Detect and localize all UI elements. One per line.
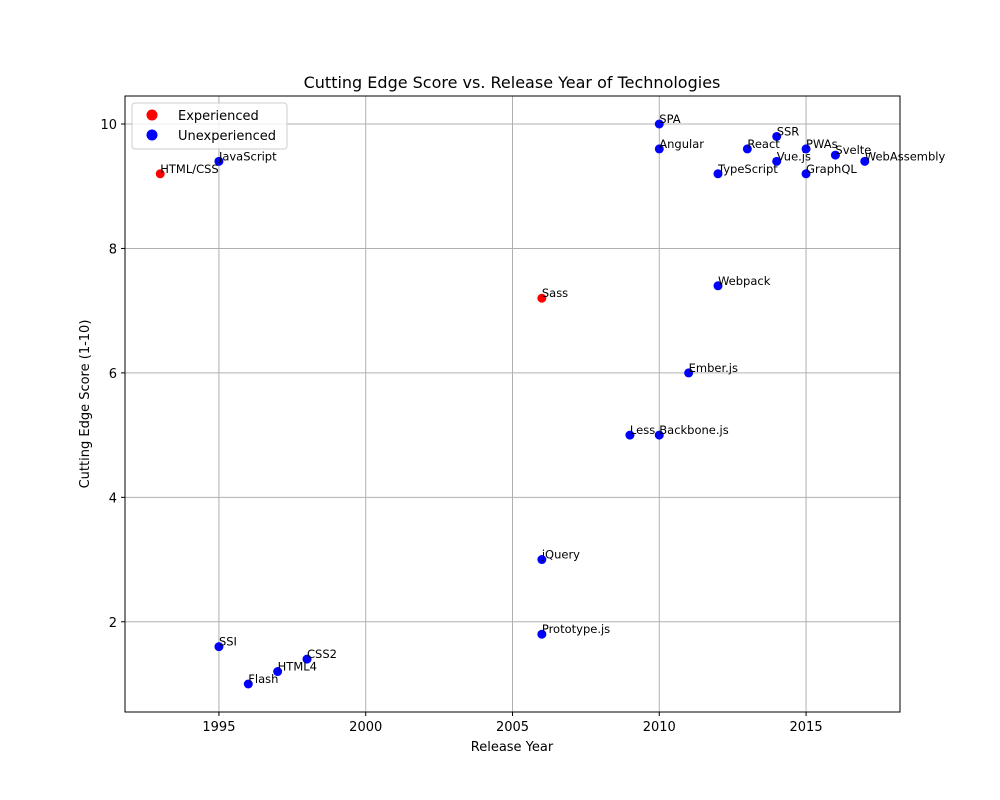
data-point: [214, 156, 224, 166]
chart-title: Cutting Edge Score vs. Release Year of T…: [304, 73, 721, 92]
data-point: [155, 169, 165, 179]
data-point-label: HTML/CSS: [160, 162, 219, 176]
data-point: [713, 169, 723, 179]
data-point: [684, 368, 694, 378]
data-point: [302, 654, 312, 664]
data-point-label: SSR: [777, 124, 800, 138]
y-tick-label: 4: [109, 491, 117, 506]
data-point-label: Ember.js: [689, 361, 738, 375]
x-tick-label: 2015: [790, 720, 823, 735]
data-point: [243, 679, 253, 689]
data-point-label: Less: [630, 423, 655, 437]
data-point-label: CSS2: [307, 647, 337, 661]
data-point: [772, 131, 782, 141]
data-point: [214, 642, 224, 652]
data-point-label: jQuery: [541, 548, 580, 562]
data-point-label: React: [747, 137, 780, 151]
data-point-label: PWAs: [806, 137, 838, 151]
data-point: [537, 555, 547, 565]
x-tick-label: 2000: [349, 720, 382, 735]
data-point: [801, 144, 811, 154]
data-point: [713, 281, 723, 291]
data-point: [537, 629, 547, 639]
y-tick-label: 6: [109, 367, 117, 382]
data-point: [654, 119, 664, 129]
grid: [125, 96, 900, 712]
data-point-label: WebAssembly: [865, 149, 946, 163]
data-point-label: Flash: [248, 672, 278, 686]
data-point: [537, 293, 547, 303]
data-point-label: SSI: [219, 635, 237, 649]
y-tick-label: 10: [100, 118, 117, 133]
legend-label: Unexperienced: [178, 129, 276, 144]
data-point: [742, 144, 752, 154]
data-points: [155, 119, 870, 689]
legend-marker: [146, 109, 158, 121]
legend-marker: [146, 129, 158, 141]
legend-box: [131, 102, 288, 150]
x-axis-label: Release Year: [471, 740, 554, 755]
data-point-label: JavaScript: [218, 149, 277, 163]
legend: Experienced Unexperienced: [131, 102, 288, 150]
axis-ticks: 1995 2000 2005 2010 2015 2 4 6 8 10: [100, 118, 822, 735]
data-point-label: TypeScript: [717, 162, 778, 176]
data-point-label: Webpack: [718, 274, 771, 288]
data-point-label: Prototype.js: [542, 622, 610, 636]
y-tick-label: 2: [109, 616, 117, 631]
data-point: [654, 144, 664, 154]
x-tick-label: 1995: [202, 720, 235, 735]
data-point-label: SPA: [659, 112, 680, 126]
data-point-label: HTML4: [278, 660, 317, 674]
data-point: [772, 156, 782, 166]
data-point-label: Sass: [542, 286, 568, 300]
data-point: [801, 169, 811, 179]
legend-label: Experienced: [178, 109, 259, 124]
data-point-label: Vue.js: [777, 149, 811, 163]
data-point-label: Svelte: [835, 143, 871, 157]
data-point-label: GraphQL: [806, 162, 857, 176]
x-tick-label: 2010: [643, 720, 676, 735]
data-point-label: Angular: [659, 137, 704, 151]
data-point: [273, 667, 283, 677]
y-tick-label: 8: [109, 242, 117, 257]
data-point: [654, 430, 664, 440]
data-point: [830, 150, 840, 160]
data-point-label: Backbone.js: [659, 423, 728, 437]
y-axis-label: Cutting Edge Score (1-10): [78, 320, 93, 489]
data-point: [625, 430, 635, 440]
data-point: [860, 156, 870, 166]
x-tick-label: 2005: [496, 720, 529, 735]
